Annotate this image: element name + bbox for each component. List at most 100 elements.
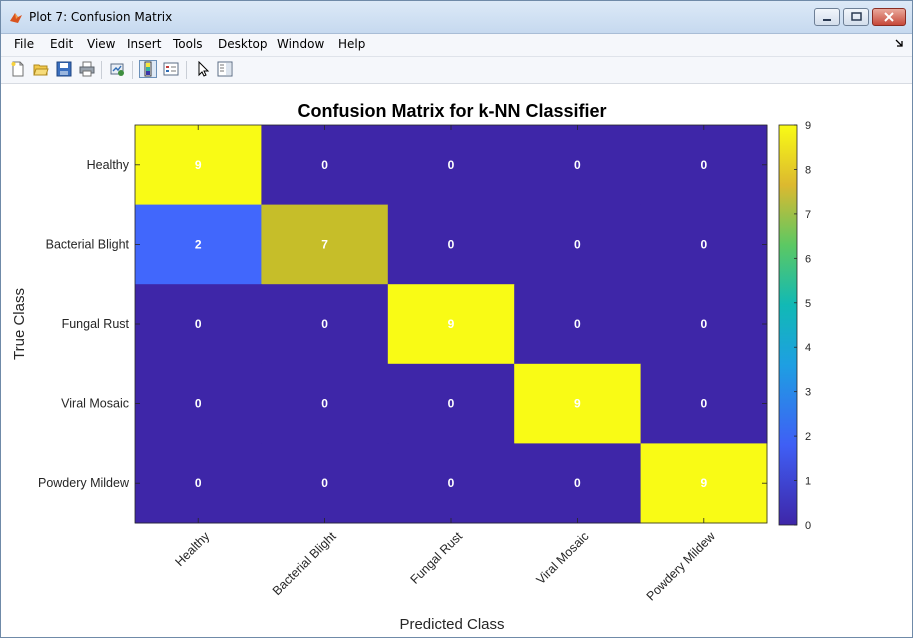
heatmap-cell	[261, 284, 389, 365]
title-bar: Plot 7: Confusion Matrix	[1, 1, 912, 34]
menu-tools[interactable]: Tools	[173, 37, 203, 51]
cell-value-label: 2	[195, 237, 202, 251]
y-axis-label: True Class	[11, 288, 28, 360]
close-button[interactable]	[872, 8, 906, 26]
y-tick-label: Fungal Rust	[62, 317, 130, 331]
open-file-icon[interactable]	[33, 61, 49, 77]
cell-value-label: 9	[448, 317, 455, 331]
menu-insert[interactable]: Insert	[127, 37, 162, 51]
cell-value-label: 9	[574, 397, 581, 411]
insert-legend-icon[interactable]	[163, 61, 179, 77]
colorbar-tick-label: 0	[805, 520, 811, 532]
heatmap-cell	[514, 125, 642, 206]
y-tick-label: Healthy	[87, 158, 130, 172]
minimize-icon	[823, 19, 831, 21]
heatmap-cell	[387, 443, 515, 524]
cell-value-label: 0	[448, 476, 455, 490]
toolbar-separator	[186, 61, 187, 79]
toggle-colorbar-icon[interactable]	[139, 60, 157, 78]
cell-value-label: 0	[321, 158, 328, 172]
y-tick-label: Bacterial Blight	[46, 237, 130, 251]
colorbar-tick-label: 5	[805, 298, 811, 310]
heatmap-cell	[261, 204, 389, 285]
heatmap-cell	[387, 284, 515, 365]
menu-help[interactable]: Help	[338, 37, 366, 51]
menu-file[interactable]: File	[14, 37, 35, 51]
print-icon[interactable]	[79, 61, 95, 77]
cell-value-label: 0	[321, 317, 328, 331]
new-figure-icon[interactable]	[10, 61, 26, 77]
link-plot-icon[interactable]	[109, 61, 125, 77]
maximize-icon	[851, 12, 862, 21]
close-icon	[884, 12, 894, 22]
minimize-button[interactable]	[814, 8, 840, 26]
y-tick-labels: Healthy Bacterial Blight Fungal Rust Viral …	[38, 158, 767, 490]
cell-value-label: 0	[448, 158, 455, 172]
heatmap-cell	[640, 443, 768, 524]
heatmap-cell	[387, 363, 515, 444]
x-tick-label: Powdery Mildew	[644, 529, 719, 604]
cell-value-label: 0	[700, 158, 707, 172]
colorbar-tick-label: 1	[805, 476, 811, 488]
menu-window[interactable]: Window	[277, 37, 325, 51]
cell-value-label: 0	[195, 317, 202, 331]
menu-view[interactable]: View	[87, 37, 116, 51]
colorbar	[778, 124, 798, 526]
dock-arrow-icon[interactable]	[894, 38, 904, 48]
menu-desktop[interactable]: Desktop	[218, 37, 268, 51]
colorbar-tick-label: 7	[805, 209, 811, 221]
toolbar-separator	[132, 61, 133, 79]
y-tick-label: Powdery Mildew	[38, 476, 130, 490]
cell-value-label: 0	[574, 317, 581, 331]
cell-value-label: 0	[574, 158, 581, 172]
cell-value-label: 0	[574, 237, 581, 251]
cell-value-label: 0	[195, 397, 202, 411]
heatmap-cell	[261, 125, 389, 206]
cell-value-label: 0	[700, 317, 707, 331]
heatmap-cell	[135, 363, 262, 444]
x-tick-label: Fungal Rust	[408, 529, 466, 587]
maximize-button[interactable]	[843, 8, 869, 26]
menu-bar: File Edit View Insert Tools Desktop Wind…	[1, 34, 912, 57]
heatmap-cell	[261, 443, 389, 524]
heatmap-cell	[387, 204, 515, 285]
menu-edit[interactable]: Edit	[50, 37, 74, 51]
heatmap-cell	[514, 363, 642, 444]
cell-value-label: 0	[574, 476, 581, 490]
cell-value-label: 0	[700, 397, 707, 411]
colorbar-tick-label: 3	[805, 387, 811, 399]
x-tick-label: Bacterial Blight	[270, 529, 339, 598]
heatmap-cell	[135, 443, 262, 524]
heatmap-cell	[640, 284, 768, 365]
colorbar-tick-label: 6	[805, 253, 811, 265]
chart-title: Confusion Matrix for k-NN Classifier	[297, 101, 606, 121]
heatmap-cell	[640, 363, 768, 444]
cell-value-label: 7	[321, 237, 328, 251]
figure-toolbar	[1, 57, 912, 84]
heatmap-cell	[514, 204, 642, 285]
x-tick-label: Healthy	[172, 529, 212, 569]
y-tick-label: Viral Mosaic	[61, 397, 129, 411]
save-icon[interactable]	[56, 61, 72, 77]
heatmap-cell	[640, 204, 768, 285]
cell-value-label: 0	[195, 476, 202, 490]
cell-value-label: 0	[448, 237, 455, 251]
heatmap-cell	[261, 363, 389, 444]
heatmap-cell	[135, 284, 262, 365]
cell-value-label: 9	[195, 158, 202, 172]
pointer-icon[interactable]	[195, 61, 211, 77]
cell-value-label: 9	[700, 476, 707, 490]
heatmap-cell	[135, 204, 262, 285]
colorbar-ticks: 0 1 2 3 4 5 6 7 8 9	[794, 120, 811, 532]
colorbar-tick-label: 9	[805, 120, 811, 132]
property-editor-icon[interactable]	[217, 61, 233, 77]
matlab-logo-icon	[10, 13, 22, 23]
heatmap-cell	[514, 443, 642, 524]
colorbar-tick-label: 4	[805, 342, 811, 354]
heatmap-cell	[387, 125, 515, 206]
x-axis-label: Predicted Class	[399, 616, 504, 633]
heatmap-cell	[514, 284, 642, 365]
colorbar-tick-label: 8	[805, 164, 811, 176]
heatmap-cell	[640, 125, 768, 206]
x-tick-label: Viral Mosaic	[534, 529, 592, 587]
